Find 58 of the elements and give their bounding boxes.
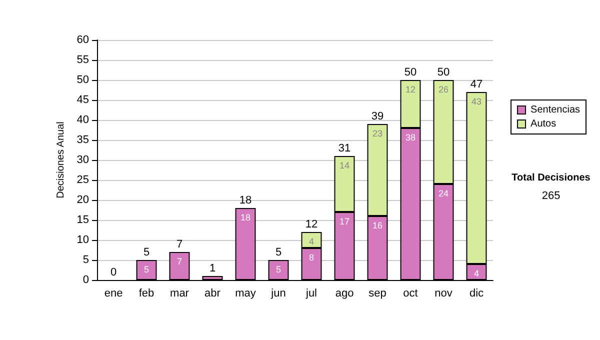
x-tick-label: dic [469,288,484,300]
total-label: 31 [338,142,351,154]
total-label: 5 [143,246,150,258]
data-label: 8 [308,252,314,262]
y-tick-label: 30 [76,154,89,166]
y-tick-label: 25 [76,174,89,186]
x-tick-label: abr [204,288,221,300]
x-tick-label: may [235,288,256,300]
y-tick-label: 15 [76,214,89,226]
y-tick-label: 60 [76,34,89,46]
y-axis-title: Decisiones Anual [55,122,66,198]
x-tick-label: ene [104,288,123,300]
data-label: 24 [438,188,449,198]
total-label: 5 [275,246,282,258]
text: Total Decisiones [512,172,591,184]
x-tick-label: sep [368,288,386,300]
data-label: 5 [144,264,150,274]
total-label: 50 [437,66,450,78]
x-tick-label: ago [335,288,354,300]
x-tick-label: mar [170,288,190,300]
data-label: 7 [176,256,182,266]
data-label: 26 [438,84,449,94]
data-label: 14 [339,160,350,170]
x-tick-label: jun [270,288,286,300]
y-tick-label: 45 [76,94,89,106]
y-tick-label: 10 [76,234,89,246]
y-tick-label: 20 [76,194,89,206]
y-tick-label: 40 [76,114,89,126]
x-tick-label: nov [434,288,453,300]
total-label: 18 [239,194,252,206]
legend-label: Autos [530,118,556,130]
total-label: 47 [470,78,483,90]
data-label: 12 [405,84,416,94]
y-tick-label: 50 [76,74,89,86]
x-tick-label: oct [403,288,418,300]
data-label: 43 [471,96,482,106]
total-label: 0 [110,266,117,278]
data-label: 17 [339,216,350,226]
x-tick-label: jul [304,288,318,300]
legend-label: Sentencias [530,104,580,116]
y-tick-label: 5 [82,254,89,266]
total-label: 7 [176,238,183,250]
data-label: 5 [276,264,282,274]
data-label: 23 [372,128,383,138]
y-tick-label: 55 [76,54,89,66]
total-label: 50 [404,66,417,78]
y-tick-label: 35 [76,134,89,146]
total-label: 39 [371,110,384,122]
data-label: 4 [474,268,480,278]
text: 265 [542,190,560,202]
data-label: 4 [308,236,314,246]
x-tick-label: feb [138,288,154,300]
data-label: 16 [372,220,383,230]
data-label: 18 [240,212,251,222]
data-label: 38 [405,132,416,142]
total-label: 1 [209,262,216,274]
y-tick-label: 0 [82,274,89,286]
total-label: 12 [305,218,318,230]
